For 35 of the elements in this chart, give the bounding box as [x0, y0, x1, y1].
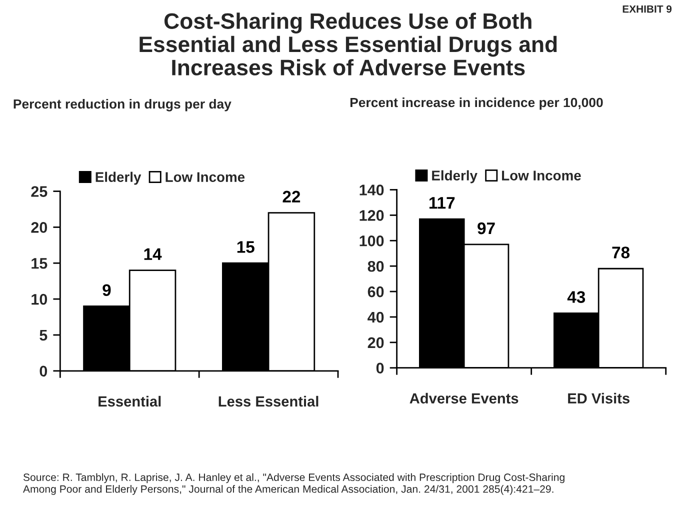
y-tick-label: 40 [368, 312, 384, 323]
source-note: Source: R. Tamblyn, R. Laprise, J. A. Hanley et al., "Adverse Events Associated with Prescription Drug Cost-Sharing Among Poor and Elderly Persons," Journal of the American Medical Association, Jan. 24/31, 2001 285(4):421–29. [23, 473, 564, 495]
data-label: 43 [567, 291, 586, 303]
data-label: 15 [237, 241, 254, 253]
legend-label: Low Income [166, 172, 245, 182]
y-tick-label: 5 [40, 330, 48, 341]
data-label: 22 [282, 190, 300, 202]
data-label: 9 [102, 284, 111, 296]
legend-label: Elderly [432, 170, 478, 184]
legend-label: Low Income [502, 170, 581, 180]
y-tick-label: 140 [360, 184, 384, 196]
legend-label: Elderly [96, 172, 142, 185]
data-label: 97 [478, 222, 495, 234]
y-tick-label: 20 [31, 222, 48, 233]
y-tick-label: 80 [368, 260, 384, 272]
y-tick-label: 10 [32, 294, 48, 305]
data-label: 78 [612, 246, 630, 258]
x-tick-label: Less Essential [218, 396, 318, 407]
y-tick-label: 0 [376, 362, 384, 374]
y-tick-label: 60 [368, 286, 384, 298]
y-tick-label: 25 [31, 186, 48, 197]
y-tick-label: 0 [40, 366, 48, 377]
chart-title: Cost-Sharing Reduces Use of Both Essential and Less Essential Drugs and Increases Risk of Adverse Events [140, 12, 557, 76]
y-tick-label: 120 [360, 210, 384, 221]
chart-subtitle: Percent reduction in drugs per day [14, 98, 232, 112]
data-label: 117 [429, 197, 455, 209]
x-tick-label: Adverse Events [410, 392, 518, 404]
y-tick-label: 15 [32, 258, 48, 269]
y-tick-label: 100 [360, 236, 384, 246]
data-label: 14 [144, 248, 162, 260]
y-tick-label: 20 [368, 337, 384, 348]
x-tick-label: Essential [98, 396, 161, 407]
text: EXHIBIT 9 [622, 5, 672, 13]
x-tick-label: ED Visits [568, 392, 630, 404]
chart-subtitle: Percent increase in incidence per 10,000 [350, 97, 603, 110]
